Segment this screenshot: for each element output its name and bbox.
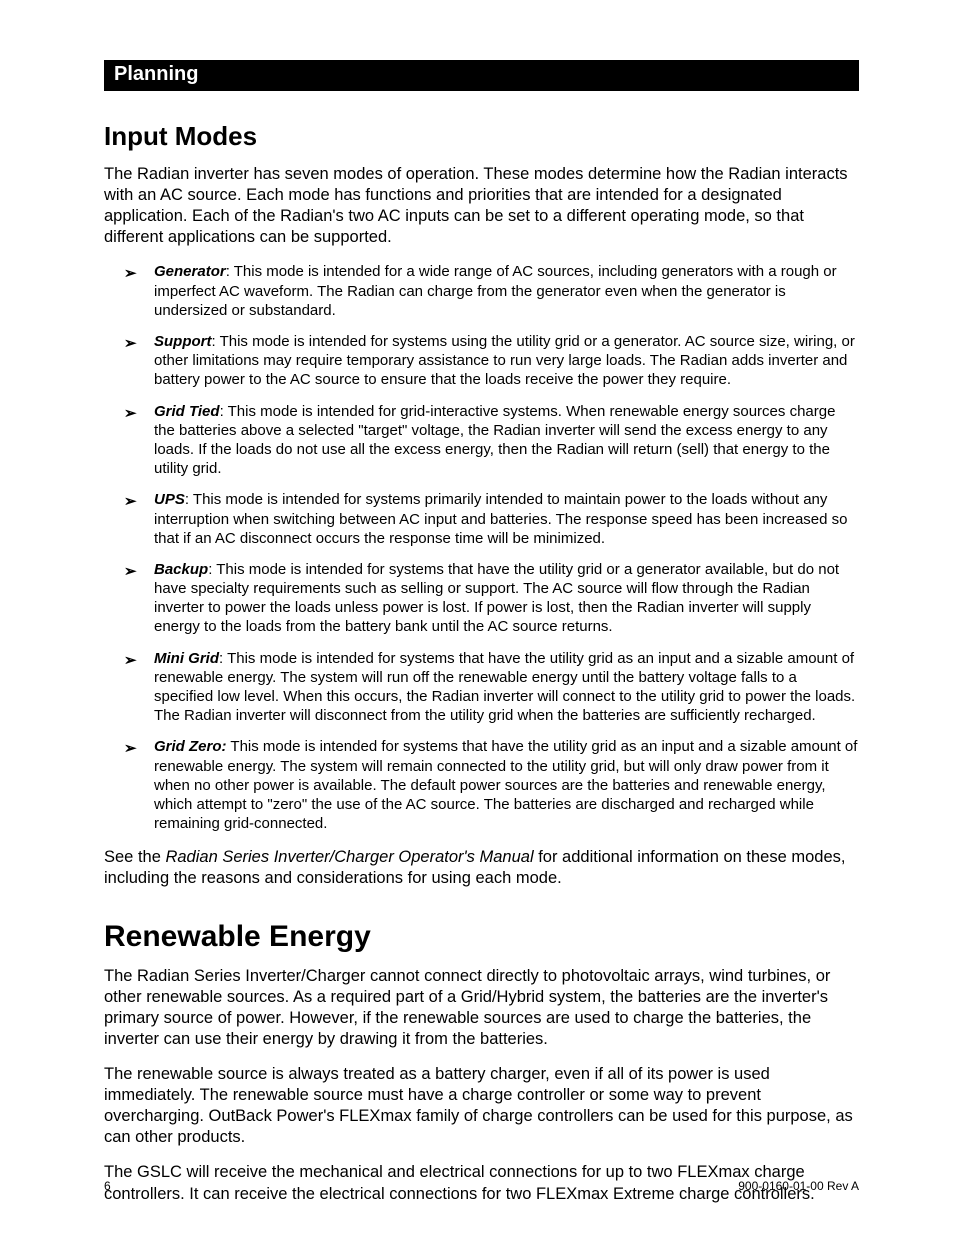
mode-item: ➢ UPS: This mode is intended for systems … <box>104 490 859 548</box>
manual-title: Radian Series Inverter/Charger Operator'… <box>165 848 533 866</box>
renewable-p1: The Radian Series Inverter/Charger canno… <box>104 966 859 1050</box>
arrow-icon: ➢ <box>124 404 137 423</box>
page-footer: 6 900-0160-01-00 Rev A <box>104 1179 859 1193</box>
mode-name: Generator <box>154 263 226 280</box>
mode-name: UPS <box>154 491 185 508</box>
arrow-icon: ➢ <box>124 264 137 283</box>
mode-desc: : This mode is intended for systems prim… <box>154 491 848 546</box>
mode-desc: : This mode is intended for grid-interac… <box>154 403 835 478</box>
mode-desc: : This mode is intended for systems usin… <box>154 333 855 388</box>
mode-desc: : This mode is intended for systems that… <box>154 561 839 636</box>
mode-item: ➢ Generator: This mode is intended for a … <box>104 262 859 320</box>
page-container: Planning Input Modes The Radian inverter… <box>0 0 954 1235</box>
see-pre-text: See the <box>104 848 165 866</box>
arrow-icon: ➢ <box>124 739 137 758</box>
arrow-icon: ➢ <box>124 334 137 353</box>
intro-paragraph: The Radian inverter has seven modes of o… <box>104 164 859 248</box>
mode-name: Support <box>154 333 212 350</box>
section-banner: Planning <box>104 60 859 91</box>
arrow-icon: ➢ <box>124 492 137 511</box>
doc-revision: 900-0160-01-00 Rev A <box>738 1179 859 1193</box>
heading-input-modes: Input Modes <box>104 121 859 152</box>
modes-list: ➢ Generator: This mode is intended for a … <box>104 262 859 833</box>
mode-name: Grid Zero: <box>154 738 227 755</box>
mode-item: ➢ Support: This mode is intended for syst… <box>104 332 859 390</box>
mode-name: Mini Grid <box>154 650 219 667</box>
arrow-icon: ➢ <box>124 651 137 670</box>
arrow-icon: ➢ <box>124 562 137 581</box>
see-manual-paragraph: See the Radian Series Inverter/Charger O… <box>104 847 859 889</box>
mode-item: ➢ Grid Tied: This mode is intended for gr… <box>104 402 859 479</box>
mode-item: ➢ Backup: This mode is intended for syste… <box>104 560 859 637</box>
mode-desc: This mode is intended for systems that h… <box>154 738 857 832</box>
mode-item: ➢ Grid Zero: This mode is intended for sy… <box>104 737 859 833</box>
renewable-p2: The renewable source is always treated a… <box>104 1064 859 1148</box>
mode-name: Backup <box>154 561 208 578</box>
mode-desc: : This mode is intended for a wide range… <box>154 263 837 318</box>
mode-item: ➢ Mini Grid: This mode is intended for sy… <box>104 649 859 726</box>
heading-renewable-energy: Renewable Energy <box>104 920 859 954</box>
mode-desc: : This mode is intended for systems that… <box>154 650 855 725</box>
page-number: 6 <box>104 1179 111 1193</box>
mode-name: Grid Tied <box>154 403 220 420</box>
